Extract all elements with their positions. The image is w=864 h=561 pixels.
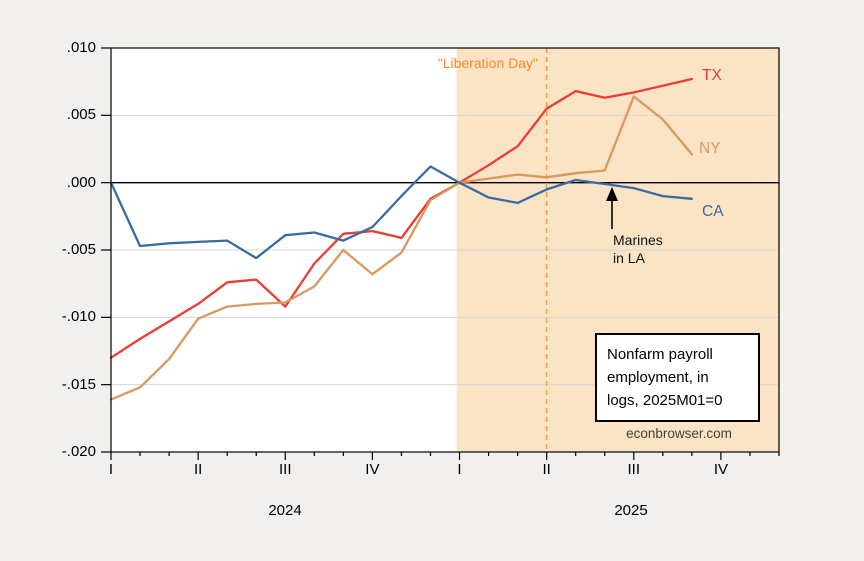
series-line-tx (109, 77, 694, 359)
x-tick-label-quarter: II (542, 461, 551, 478)
x-year-label: 2024 (268, 502, 302, 519)
x-tick-label-quarter: IV (713, 461, 728, 478)
y-tick-label: -.015 (61, 375, 96, 393)
x-year-label: 2025 (614, 502, 648, 519)
marines-annotation-line1: Marines (613, 232, 663, 248)
note-box: Nonfarm payroll employment, in logs, 202… (595, 333, 760, 422)
y-tick-label: .005 (66, 106, 96, 124)
note-box-line1: Nonfarm payroll (607, 346, 713, 363)
x-tick-label-quarter: IV (365, 461, 380, 478)
y-tick-label: -.020 (61, 443, 96, 460)
x-tick-label-quarter: I (457, 461, 462, 478)
note-box-line3: logs, 2025M01=0 (607, 392, 723, 409)
series-line-ca (109, 165, 694, 260)
x-tick-label-quarter: III (278, 461, 292, 478)
series-label-ny: NY (699, 140, 721, 157)
x-tick-label-quarter: I (108, 461, 114, 478)
y-tick-label: .010 (66, 39, 96, 56)
y-tick-label: -.005 (61, 241, 96, 258)
y-tick-label: .000 (66, 173, 96, 191)
x-tick-label-quarter: III (627, 461, 641, 478)
y-tick-label: -.010 (61, 308, 96, 326)
note-box-line2: employment, in (607, 369, 709, 386)
x-tick-label-quarter: II (193, 461, 203, 478)
marines-annotation: Marines in LA (613, 231, 663, 267)
marines-annotation-line2: in LA (613, 250, 645, 266)
marines-arrow-head (606, 187, 618, 201)
liberation-day-label: "Liberation Day" (437, 55, 538, 71)
watermark-econbrowser: econbrowser.com (626, 426, 732, 441)
series-line-ny (109, 95, 694, 401)
series-label-ca: CA (702, 203, 724, 220)
series-label-tx: TX (702, 67, 722, 84)
